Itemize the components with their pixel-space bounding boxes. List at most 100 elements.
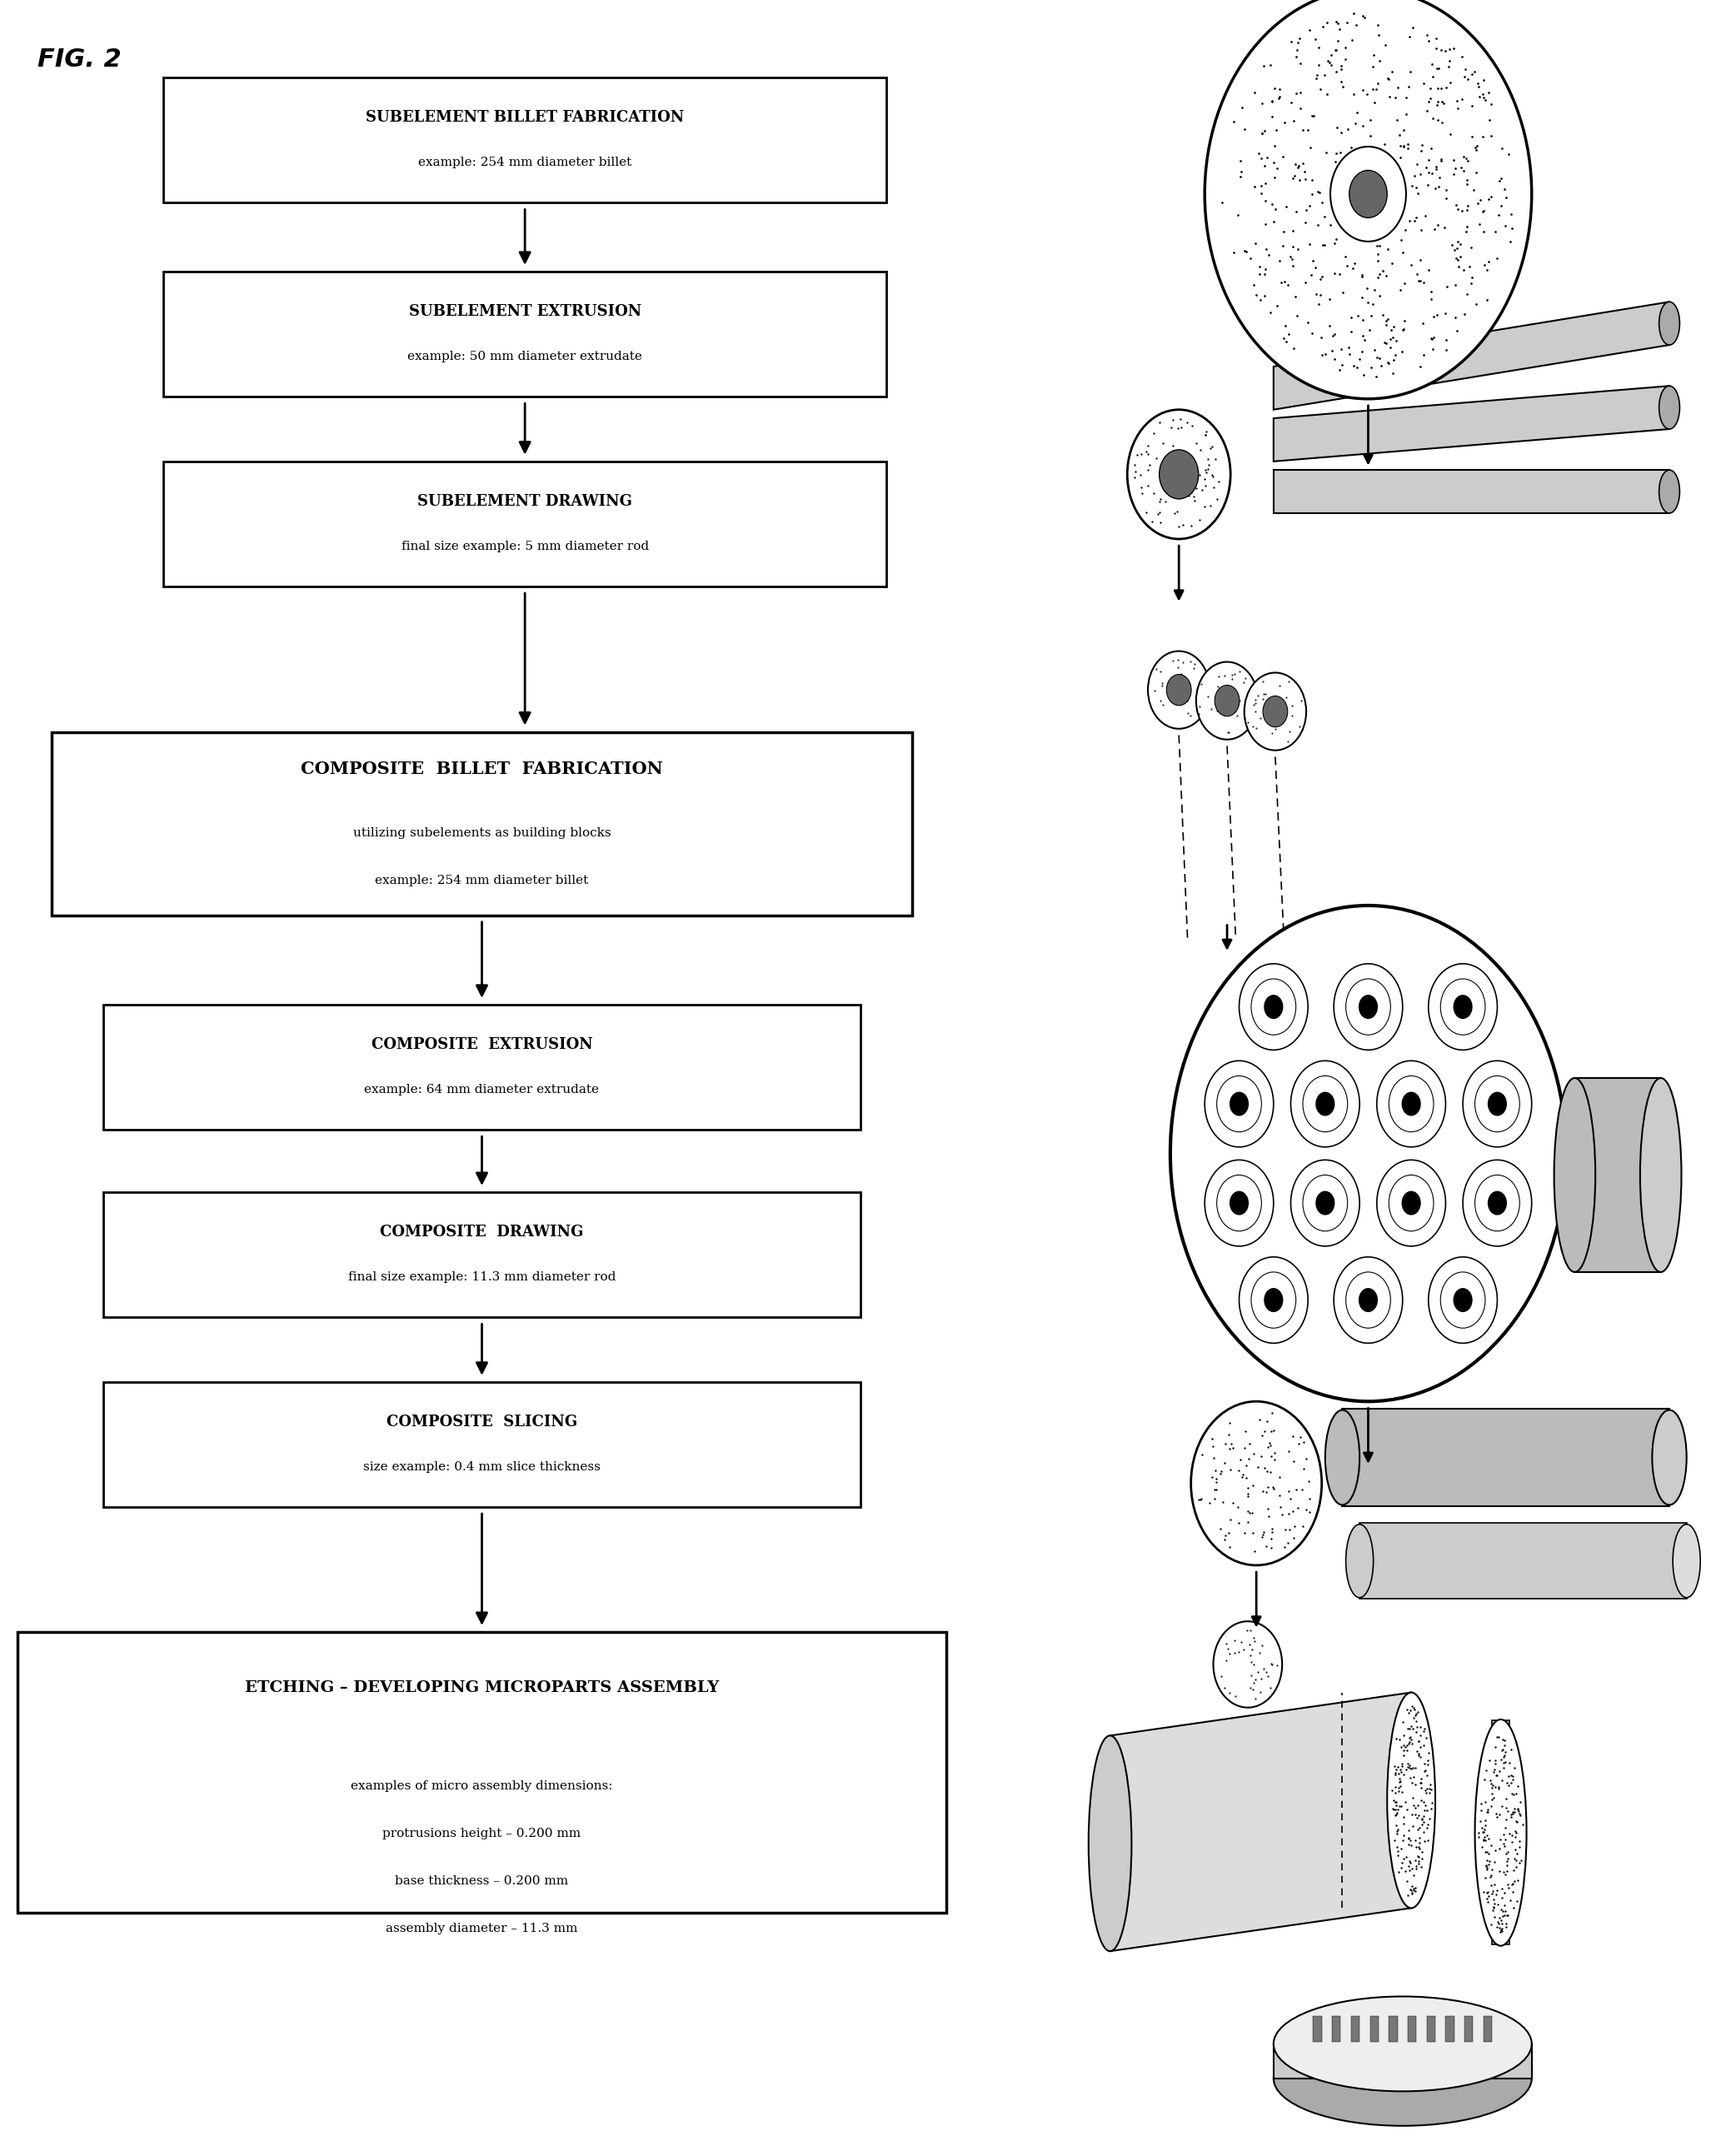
Circle shape: [1389, 1076, 1434, 1132]
Circle shape: [1191, 1401, 1322, 1565]
Circle shape: [1440, 979, 1485, 1035]
Bar: [17, 1632, 947, 1912]
Circle shape: [1315, 1190, 1335, 1216]
Text: protrusions height – 0.200 mm: protrusions height – 0.200 mm: [382, 1828, 582, 1839]
Circle shape: [1463, 1160, 1532, 1246]
Text: assembly diameter – 11.3 mm: assembly diameter – 11.3 mm: [386, 1923, 578, 1934]
Polygon shape: [1274, 470, 1669, 513]
Polygon shape: [1360, 1522, 1687, 1600]
Text: example: 254 mm diameter billet: example: 254 mm diameter billet: [418, 157, 632, 168]
Circle shape: [1349, 170, 1387, 218]
Circle shape: [1205, 1160, 1274, 1246]
Circle shape: [1377, 1061, 1446, 1147]
Bar: [1427, 2016, 1435, 2042]
Bar: [1465, 2016, 1473, 2042]
Text: COMPOSITE  SLICING: COMPOSITE SLICING: [387, 1414, 577, 1429]
Circle shape: [1303, 1175, 1348, 1231]
Bar: [1313, 2016, 1322, 2042]
Bar: [163, 272, 886, 397]
Circle shape: [1487, 1190, 1508, 1216]
Circle shape: [1330, 147, 1406, 241]
Circle shape: [1463, 1061, 1532, 1147]
Circle shape: [1358, 994, 1379, 1020]
Circle shape: [1213, 1621, 1282, 1708]
Text: examples of micro assembly dimensions:: examples of micro assembly dimensions:: [351, 1781, 613, 1792]
Ellipse shape: [1325, 1410, 1360, 1505]
Circle shape: [1229, 1190, 1249, 1216]
Circle shape: [1217, 1076, 1261, 1132]
Ellipse shape: [1659, 302, 1680, 345]
Ellipse shape: [1274, 1996, 1532, 2091]
Circle shape: [1239, 1257, 1308, 1343]
Circle shape: [1217, 1175, 1261, 1231]
Polygon shape: [1575, 1078, 1661, 1272]
Circle shape: [1167, 675, 1191, 705]
Circle shape: [1440, 1272, 1485, 1328]
Circle shape: [1170, 906, 1566, 1401]
Bar: [103, 1192, 860, 1317]
Ellipse shape: [1652, 1410, 1687, 1505]
Circle shape: [1127, 410, 1231, 539]
Circle shape: [1346, 1272, 1391, 1328]
Bar: [1484, 2016, 1492, 2042]
Ellipse shape: [1274, 2031, 1532, 2126]
Text: example: 254 mm diameter billet: example: 254 mm diameter billet: [375, 875, 589, 886]
Ellipse shape: [1387, 1692, 1435, 1908]
Bar: [103, 1005, 860, 1130]
Bar: [103, 1382, 860, 1507]
Circle shape: [1160, 451, 1198, 498]
Circle shape: [1205, 1061, 1274, 1147]
Circle shape: [1205, 0, 1532, 399]
Circle shape: [1148, 651, 1210, 729]
Bar: [1389, 2016, 1397, 2042]
Bar: [1446, 2016, 1454, 2042]
Circle shape: [1428, 1257, 1497, 1343]
Circle shape: [1334, 1257, 1403, 1343]
Text: utilizing subelements as building blocks: utilizing subelements as building blocks: [353, 828, 611, 839]
Text: example: 50 mm diameter extrudate: example: 50 mm diameter extrudate: [408, 351, 642, 362]
Polygon shape: [1274, 302, 1669, 410]
Circle shape: [1453, 994, 1473, 1020]
Text: final size example: 11.3 mm diameter rod: final size example: 11.3 mm diameter rod: [348, 1272, 616, 1283]
Circle shape: [1251, 979, 1296, 1035]
Bar: [163, 461, 886, 586]
Circle shape: [1291, 1160, 1360, 1246]
Bar: [1332, 2016, 1341, 2042]
Text: COMPOSITE  DRAWING: COMPOSITE DRAWING: [380, 1225, 583, 1240]
Ellipse shape: [1659, 386, 1680, 429]
Text: final size example: 5 mm diameter rod: final size example: 5 mm diameter rod: [401, 541, 649, 552]
Circle shape: [1358, 1287, 1379, 1313]
Bar: [1351, 2016, 1360, 2042]
Circle shape: [1244, 673, 1306, 750]
Circle shape: [1401, 1190, 1422, 1216]
Polygon shape: [1110, 1692, 1411, 1951]
Ellipse shape: [1673, 1524, 1700, 1598]
Text: size example: 0.4 mm slice thickness: size example: 0.4 mm slice thickness: [363, 1462, 601, 1473]
Circle shape: [1334, 964, 1403, 1050]
Ellipse shape: [1659, 470, 1680, 513]
Text: ETCHING – DEVELOPING MICROPARTS ASSEMBLY: ETCHING – DEVELOPING MICROPARTS ASSEMBLY: [244, 1682, 719, 1695]
Circle shape: [1346, 979, 1391, 1035]
Ellipse shape: [1346, 1524, 1373, 1598]
Circle shape: [1389, 1175, 1434, 1231]
Ellipse shape: [1475, 1720, 1527, 1945]
Circle shape: [1239, 964, 1308, 1050]
Circle shape: [1487, 1091, 1508, 1117]
Circle shape: [1263, 696, 1287, 727]
Bar: [1370, 2016, 1379, 2042]
Circle shape: [1229, 1091, 1249, 1117]
Circle shape: [1401, 1091, 1422, 1117]
Text: COMPOSITE  EXTRUSION: COMPOSITE EXTRUSION: [372, 1037, 592, 1052]
Circle shape: [1428, 964, 1497, 1050]
Circle shape: [1377, 1160, 1446, 1246]
Circle shape: [1263, 1287, 1284, 1313]
Polygon shape: [1492, 1720, 1509, 1945]
Ellipse shape: [1088, 1736, 1132, 1951]
Text: SUBELEMENT BILLET FABRICATION: SUBELEMENT BILLET FABRICATION: [365, 110, 685, 125]
Ellipse shape: [1640, 1078, 1681, 1272]
Polygon shape: [1274, 2044, 1532, 2078]
Circle shape: [1315, 1091, 1335, 1117]
Circle shape: [1453, 1287, 1473, 1313]
Bar: [52, 733, 912, 914]
Circle shape: [1475, 1076, 1520, 1132]
